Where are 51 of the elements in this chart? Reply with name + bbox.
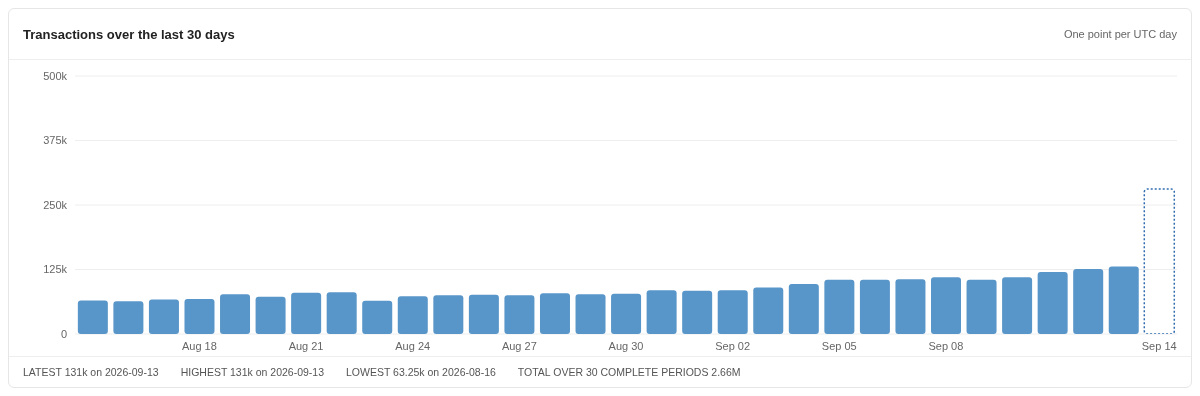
bar xyxy=(504,295,535,334)
x-tick-label: Sep 14 xyxy=(1141,339,1177,352)
x-tick-label: Aug 21 xyxy=(288,339,324,352)
bar xyxy=(753,287,784,334)
bar xyxy=(113,301,144,334)
x-tick-label: Sep 08 xyxy=(928,339,964,352)
bar xyxy=(575,294,606,334)
bar xyxy=(362,300,393,334)
y-tick-label: 0 xyxy=(60,327,67,340)
text: LATEST 131k on 2026-09-13 xyxy=(23,366,159,378)
bar xyxy=(539,293,570,334)
bar xyxy=(1143,188,1176,334)
x-tick-label: Aug 18 xyxy=(181,339,217,352)
y-tick-label: 500k xyxy=(43,69,68,82)
bar xyxy=(646,290,677,334)
bar xyxy=(326,292,357,334)
bar xyxy=(291,292,322,334)
bar xyxy=(255,296,286,334)
chart-subtitle: One point per UTC day xyxy=(1063,28,1177,40)
chart-title: Transactions over the last 30 days xyxy=(23,26,235,42)
bar xyxy=(1108,266,1139,334)
text: TOTAL OVER 30 COMPLETE PERIODS 2.66M xyxy=(517,366,741,378)
bar xyxy=(468,294,499,334)
bar xyxy=(859,279,890,334)
bar xyxy=(682,290,713,334)
y-tick-label: 250k xyxy=(43,198,68,211)
bar xyxy=(220,294,251,334)
bar xyxy=(148,299,179,334)
x-tick-label: Aug 27 xyxy=(501,339,537,352)
bar xyxy=(788,283,819,334)
bar xyxy=(77,300,108,334)
bar xyxy=(717,290,748,334)
x-tick-label: Sep 02 xyxy=(715,339,751,352)
x-tick-label: Sep 05 xyxy=(821,339,857,352)
bar xyxy=(433,295,464,334)
text: HIGHEST 131k on 2026-09-13 xyxy=(180,366,325,378)
bar xyxy=(931,277,962,334)
x-tick-label: Aug 30 xyxy=(608,339,644,352)
x-tick-label: Aug 24 xyxy=(395,339,431,352)
text: LOWEST 63.25k on 2026-08-16 xyxy=(346,366,496,378)
bar xyxy=(397,296,428,334)
bar xyxy=(1002,277,1033,334)
bar xyxy=(824,279,855,334)
bar xyxy=(966,279,997,334)
bar xyxy=(1037,272,1068,334)
bar xyxy=(611,293,642,334)
bar xyxy=(1073,268,1104,334)
bar xyxy=(184,298,215,334)
y-tick-label: 375k xyxy=(43,134,68,147)
y-tick-label: 125k xyxy=(43,263,68,276)
bar xyxy=(895,279,926,334)
